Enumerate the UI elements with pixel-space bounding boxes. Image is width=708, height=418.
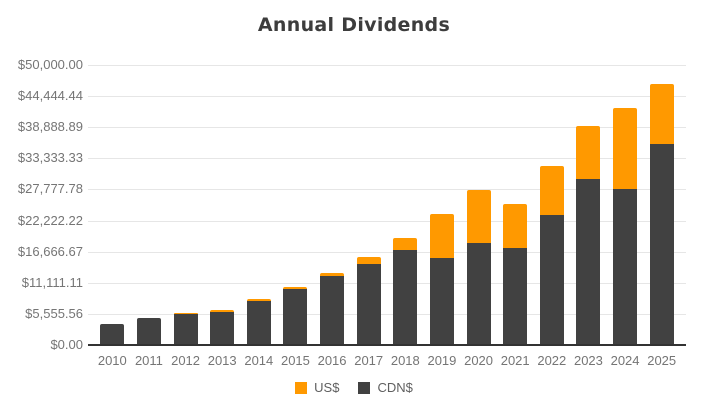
legend-swatch-icon (358, 381, 371, 394)
bar-2020 (466, 190, 491, 344)
bar-segment-2024-us[interactable] (613, 108, 638, 189)
x-tick-2022: 2022 (537, 353, 567, 368)
bar-2012 (173, 313, 198, 344)
x-tick-2015: 2015 (280, 353, 310, 368)
bar-segment-2024-cdn[interactable] (613, 189, 638, 344)
y-axis: $0.00 $5,555.56 $11,111.11 $16,666.67 $22,22… (0, 58, 83, 352)
y-tick-label: $16,666.67 (17, 244, 83, 259)
bar-segment-2019-us[interactable] (429, 214, 454, 258)
bar-segment-2013-us[interactable] (210, 310, 235, 312)
y-tick-label: $11,111.11 (21, 275, 83, 290)
y-tick-label: $38,888.89 (17, 119, 83, 134)
bar-2010 (100, 324, 125, 344)
bar-2017 (356, 257, 381, 344)
bar-2021 (503, 204, 528, 344)
bar-2019 (429, 214, 454, 344)
x-tick-2013: 2013 (207, 353, 237, 368)
x-tick-2023: 2023 (573, 353, 603, 368)
x-tick-2016: 2016 (317, 353, 347, 368)
bar-2024 (613, 108, 638, 344)
x-tick-2011: 2011 (134, 353, 163, 368)
bar-segment-2021-us[interactable] (503, 204, 528, 248)
gridline (88, 158, 686, 159)
gridline (88, 314, 686, 315)
bar-segment-2025-us[interactable] (649, 84, 674, 144)
x-tick-2012: 2012 (171, 353, 201, 368)
bar-segment-2023-cdn[interactable] (576, 179, 601, 344)
bar-2016 (320, 273, 345, 344)
bar-2025 (649, 84, 674, 344)
x-tick-2019: 2019 (427, 353, 457, 368)
x-tick-2018: 2018 (390, 353, 420, 368)
bars-container (94, 65, 680, 344)
legend-label: CDN$ (377, 380, 413, 395)
gridline (88, 127, 686, 128)
x-tick-2021: 2021 (500, 353, 530, 368)
bar-segment-2012-cdn[interactable] (173, 314, 198, 344)
bar-segment-2016-cdn[interactable] (320, 276, 345, 344)
y-tick-label: $5,555.56 (25, 306, 83, 321)
bar-segment-2011-cdn[interactable] (136, 318, 161, 344)
bar-segment-2012-us[interactable] (173, 313, 198, 314)
bar-segment-2010-cdn[interactable] (100, 324, 125, 344)
bar-segment-2015-us[interactable] (283, 287, 308, 289)
bar-segment-2014-us[interactable] (246, 299, 271, 301)
bar-segment-2014-cdn[interactable] (246, 301, 271, 344)
legend-label: US$ (314, 380, 340, 395)
y-tick-label: $0.00 (50, 337, 83, 352)
bar-segment-2020-us[interactable] (466, 190, 491, 243)
bar-segment-2022-us[interactable] (539, 166, 564, 215)
bar-segment-2018-cdn[interactable] (393, 250, 418, 344)
x-tick-2014: 2014 (244, 353, 274, 368)
bar-segment-2016-us[interactable] (320, 273, 345, 276)
gridline (88, 65, 686, 66)
bar-2011 (136, 318, 161, 344)
x-tick-2024: 2024 (610, 353, 640, 368)
bar-segment-2017-cdn[interactable] (356, 264, 381, 344)
gridline (88, 189, 686, 190)
y-tick-label: $50,000.00 (17, 57, 83, 72)
bar-segment-2017-us[interactable] (356, 257, 381, 264)
bar-segment-2015-cdn[interactable] (283, 289, 308, 344)
gridline (88, 252, 686, 253)
bar-2013 (210, 310, 235, 344)
bar-2018 (393, 238, 418, 344)
y-tick-label: $27,777.78 (17, 181, 83, 196)
bar-segment-2018-us[interactable] (393, 238, 418, 250)
x-axis: 2010 2011 2012 2013 2014 2015 2016 2017 2018 2019… (94, 353, 680, 368)
x-axis-line (88, 344, 686, 346)
y-tick-label: $22,222.22 (17, 213, 83, 228)
gridline (88, 96, 686, 97)
bar-2015 (283, 287, 308, 344)
legend-swatch-icon (295, 381, 308, 394)
legend-item-cdn: CDN$ (358, 380, 413, 395)
gridline (88, 283, 686, 284)
bar-segment-2025-cdn[interactable] (649, 144, 674, 344)
y-tick-label: $33,333.33 (17, 150, 83, 165)
bar-2023 (576, 126, 601, 344)
bar-2014 (246, 299, 271, 344)
x-tick-2025: 2025 (647, 353, 677, 368)
bar-segment-2013-cdn[interactable] (210, 312, 235, 344)
x-tick-2017: 2017 (354, 353, 384, 368)
legend: US$ CDN$ (0, 380, 708, 395)
bar-segment-2022-cdn[interactable] (539, 215, 564, 344)
bar-segment-2021-cdn[interactable] (503, 248, 528, 344)
bar-segment-2020-cdn[interactable] (466, 243, 491, 344)
x-tick-2020: 2020 (464, 353, 494, 368)
y-tick-label: $44,444.44 (17, 88, 83, 103)
bar-2022 (539, 166, 564, 344)
legend-item-us: US$ (295, 380, 339, 395)
plot-area (88, 65, 686, 346)
bar-segment-2019-cdn[interactable] (429, 258, 454, 344)
x-tick-2010: 2010 (97, 353, 127, 368)
bar-segment-2023-us[interactable] (576, 126, 601, 179)
chart-title: Annual Dividends (257, 14, 451, 36)
gridline (88, 221, 686, 222)
